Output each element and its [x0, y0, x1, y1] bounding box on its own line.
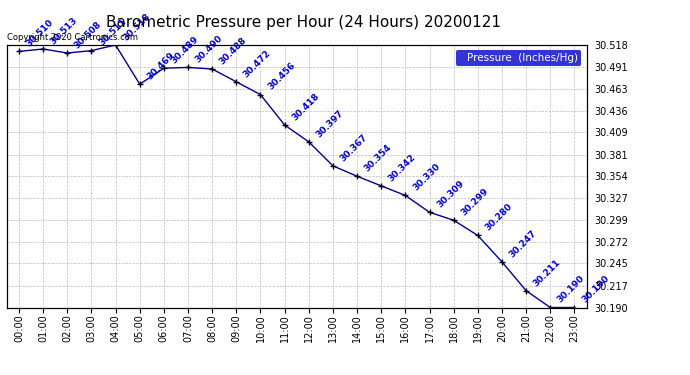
Text: 30.397: 30.397 — [315, 108, 345, 139]
Text: 30.342: 30.342 — [387, 152, 417, 183]
Text: 30.472: 30.472 — [242, 48, 273, 79]
Text: 30.247: 30.247 — [508, 228, 538, 259]
Legend: Pressure  (Inches/Hg): Pressure (Inches/Hg) — [455, 50, 581, 66]
Text: 30.513: 30.513 — [49, 15, 79, 46]
Text: Barometric Pressure per Hour (24 Hours) 20200121: Barometric Pressure per Hour (24 Hours) … — [106, 15, 501, 30]
Text: 30.456: 30.456 — [266, 61, 297, 92]
Text: 30.280: 30.280 — [484, 202, 514, 233]
Text: 30.518: 30.518 — [121, 12, 152, 42]
Text: 30.511: 30.511 — [97, 17, 128, 48]
Text: 30.354: 30.354 — [363, 142, 393, 174]
Text: 30.309: 30.309 — [435, 179, 466, 210]
Text: 30.490: 30.490 — [194, 34, 224, 64]
Text: 30.190: 30.190 — [580, 274, 611, 305]
Text: 30.330: 30.330 — [411, 162, 442, 193]
Text: Copyright 2020 Cartronics.com: Copyright 2020 Cartronics.com — [7, 33, 138, 42]
Text: 30.508: 30.508 — [73, 20, 104, 50]
Text: 30.211: 30.211 — [532, 257, 562, 288]
Text: 30.469: 30.469 — [146, 51, 176, 81]
Text: 30.367: 30.367 — [339, 132, 369, 163]
Text: 30.299: 30.299 — [460, 186, 490, 218]
Text: 30.489: 30.489 — [170, 34, 200, 65]
Text: 30.488: 30.488 — [218, 35, 248, 66]
Text: 30.418: 30.418 — [290, 92, 321, 122]
Text: 30.190: 30.190 — [556, 274, 586, 305]
Text: 30.510: 30.510 — [25, 18, 55, 49]
